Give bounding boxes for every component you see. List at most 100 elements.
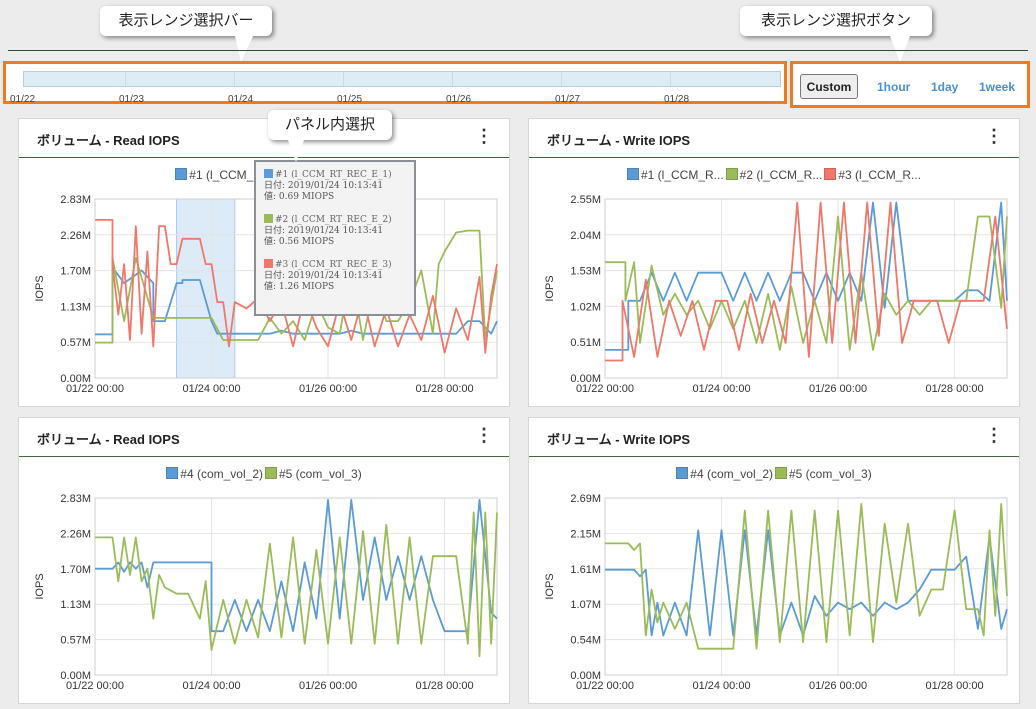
range-date-label: 01/23 xyxy=(119,94,145,105)
plot-area xyxy=(604,198,1008,379)
range-1week-button[interactable]: 1week xyxy=(979,80,1016,94)
line-chart[interactable]: 0.00M 0.51M 1.02M 1.53M 2.04M 2.55M 01/22 00:0… xyxy=(529,119,1019,406)
legend-swatch xyxy=(626,168,639,180)
range-day-tick xyxy=(234,72,235,86)
more-menu-icon[interactable]: ⋮ xyxy=(475,425,493,445)
series-line-1[interactable] xyxy=(605,529,1008,637)
y-tick-label: 1.02M xyxy=(570,301,601,313)
y-tick-label: 2.15M xyxy=(570,528,601,540)
y-tick-label: 0.51M xyxy=(570,337,601,349)
x-tick-label: 01/28 00:00 xyxy=(416,680,474,692)
y-tick-label: 2.69M xyxy=(570,493,601,505)
callout-tail xyxy=(288,140,304,162)
series-line-2[interactable] xyxy=(605,503,1008,650)
x-tick-label: 01/22 00:00 xyxy=(66,680,124,692)
x-tick-label: 01/26 00:00 xyxy=(809,383,867,395)
panel-header: ボリューム - Read IOPS ⋮ xyxy=(19,119,509,158)
legend-label: #3 (l_CCM_R... xyxy=(838,168,922,182)
series-line-1[interactable] xyxy=(95,266,498,336)
series-line-3[interactable] xyxy=(95,219,498,354)
tooltip-series-name: #1 (l_CCM_RT_REC_E_1) xyxy=(275,170,392,180)
callout-tail xyxy=(890,36,910,62)
legend-swatch xyxy=(166,467,179,479)
line-chart[interactable]: 0.00M 0.57M 1.13M 1.70M 2.26M 2.83M 01/22 00:0… xyxy=(19,119,509,406)
line-chart[interactable]: 0.00M 0.57M 1.13M 1.70M 2.26M 2.83M 01/22 00:0… xyxy=(19,418,509,703)
selection-band[interactable] xyxy=(176,198,236,379)
y-axis-label: IOPS xyxy=(34,573,46,599)
tooltip-entry: #2 (l_CCM_RT_REC_E_2) 日付: 2019/01/24 10:… xyxy=(264,214,408,248)
series-line-2[interactable] xyxy=(605,215,1008,351)
legend-label: #4 (com_vol_2) xyxy=(180,467,263,481)
data-point-tooltip: #1 (l_CCM_RT_REC_E_1) 日付: 2019/01/24 10:… xyxy=(254,160,416,316)
range-day-tick xyxy=(561,72,562,86)
x-tick-label: 01/24 00:00 xyxy=(692,680,750,692)
legend-item[interactable]: #5 (com_vol_3) xyxy=(265,467,362,481)
legend-item[interactable]: #5 (com_vol_3) xyxy=(775,467,872,481)
legend-swatch xyxy=(175,168,188,180)
legend-swatch xyxy=(824,168,837,180)
y-tick-label: 0.00M xyxy=(60,373,91,385)
panel-title: ボリューム - Read IOPS xyxy=(37,432,180,447)
y-tick-label: 0.00M xyxy=(60,670,91,682)
tooltip-date: 日付: 2019/01/24 10:13:41 xyxy=(264,271,384,281)
x-tick-label: 01/28 00:00 xyxy=(416,383,474,395)
range-1day-button[interactable]: 1day xyxy=(931,80,959,94)
series-swatch xyxy=(264,214,273,223)
custom-range-button[interactable]: Custom xyxy=(800,74,858,99)
header-divider xyxy=(8,50,1028,51)
panel-title: ボリューム - Write IOPS xyxy=(547,432,691,447)
range-date-label: 01/25 xyxy=(337,94,363,105)
x-tick-label: 01/24 00:00 xyxy=(182,680,240,692)
series-swatch xyxy=(264,259,273,268)
more-menu-icon[interactable]: ⋮ xyxy=(475,126,493,146)
x-tick-label: 01/22 00:00 xyxy=(576,383,634,395)
panel-title: ボリューム - Read IOPS xyxy=(37,133,180,148)
line-chart[interactable]: 0.00M 0.54M 1.07M 1.61M 2.15M 2.69M 01/22 00:0… xyxy=(529,418,1019,703)
y-tick-label: 0.57M xyxy=(60,635,91,647)
chart-legend: #4 (com_vol_2) #5 (com_vol_3) xyxy=(19,467,509,481)
range-day-tick xyxy=(343,72,344,86)
legend-item[interactable]: #1 (l_CCM_R... xyxy=(175,168,272,182)
x-tick-label: 01/22 00:00 xyxy=(576,680,634,692)
chart-panel-read-iops-2: ボリューム - Read IOPS ⋮ #4 (com_vol_2) #5 (co… xyxy=(18,417,510,704)
y-tick-label: 1.61M xyxy=(570,564,601,576)
legend-item[interactable]: #4 (com_vol_2) xyxy=(166,467,263,481)
callout-tail xyxy=(235,36,253,62)
range-date-label: 01/28 xyxy=(664,94,690,105)
more-menu-icon[interactable]: ⋮ xyxy=(985,126,1003,146)
legend-label: #5 (com_vol_3) xyxy=(789,467,872,481)
more-menu-icon[interactable]: ⋮ xyxy=(985,425,1003,445)
chart-panel-write-iops-1: ボリューム - Write IOPS ⋮ #1 (l_CCM_R... #2 (l… xyxy=(528,118,1020,407)
y-tick-label: 2.83M xyxy=(60,493,91,505)
series-line-3[interactable] xyxy=(605,201,1008,362)
y-tick-label: 0.00M xyxy=(570,373,601,385)
tooltip-series-name: #2 (l_CCM_RT_REC_E_2) xyxy=(275,215,392,225)
legend-item[interactable]: #1 (l_CCM_R... xyxy=(626,168,724,182)
panel-header: ボリューム - Read IOPS ⋮ xyxy=(19,418,509,457)
legend-item[interactable]: #4 (com_vol_2) xyxy=(676,467,773,481)
range-1hour-button[interactable]: 1hour xyxy=(877,80,911,94)
panel-select-callout-text: パネル内選択 xyxy=(284,116,375,133)
range-slider-track[interactable] xyxy=(23,71,781,87)
y-axis-label: IOPS xyxy=(34,275,46,301)
x-tick-label: 01/26 00:00 xyxy=(299,680,357,692)
series-line-2[interactable] xyxy=(95,511,498,658)
panel-select-callout: パネル内選択 xyxy=(268,110,392,162)
legend-label: #2 (l_CCM_R... xyxy=(739,168,823,182)
y-tick-label: 2.83M xyxy=(60,194,91,206)
chart-legend: #1 (l_CCM_R... #2 (l_CCM_R... #3 (l_CCM_R.… xyxy=(529,168,1019,182)
y-tick-label: 1.07M xyxy=(570,599,601,611)
legend-item[interactable]: #2 (l_CCM_R... xyxy=(725,168,823,182)
tooltip-date: 日付: 2019/01/24 10:13:41 xyxy=(264,181,384,191)
range-button-group: Custom 1hour 1day 1week xyxy=(790,61,1030,108)
legend-swatch xyxy=(725,168,738,180)
y-tick-label: 1.53M xyxy=(570,266,601,278)
chart-legend: #4 (com_vol_2) #5 (com_vol_3) xyxy=(529,467,1019,481)
range-buttons-callout-text: 表示レンジ選択ボタン xyxy=(760,12,911,29)
y-tick-label: 1.70M xyxy=(60,564,91,576)
legend-swatch xyxy=(676,467,689,479)
tooltip-entry: #3 (l_CCM_RT_REC_E_3) 日付: 2019/01/24 10:… xyxy=(264,259,408,293)
legend-item[interactable]: #3 (l_CCM_R... xyxy=(824,168,921,182)
y-tick-label: 2.04M xyxy=(570,230,601,242)
y-tick-label: 2.26M xyxy=(60,230,91,242)
